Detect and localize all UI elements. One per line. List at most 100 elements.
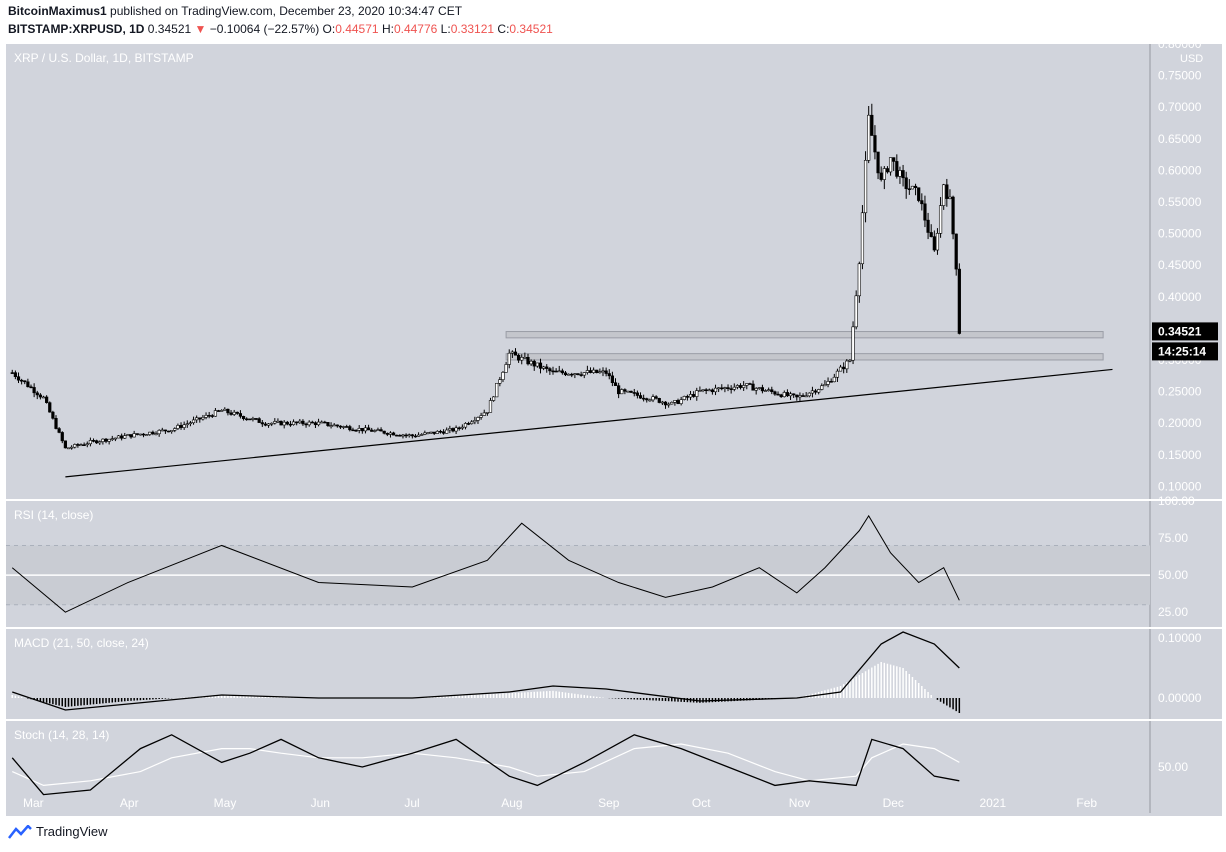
candle-body bbox=[870, 114, 874, 136]
candle-body bbox=[538, 362, 543, 369]
candle-body bbox=[307, 421, 311, 426]
price-tick-label: 0.60000 bbox=[1158, 163, 1202, 177]
candle-body bbox=[279, 420, 283, 426]
price-tick-label: 0.15000 bbox=[1158, 448, 1202, 462]
candle-body bbox=[867, 114, 871, 161]
candle-body bbox=[823, 384, 827, 387]
candle-body bbox=[66, 447, 71, 450]
candle-body bbox=[32, 387, 36, 394]
candle-body bbox=[298, 420, 302, 424]
publisher-line: BitcoinMaximus1 published on TradingView… bbox=[8, 4, 462, 18]
candle-body bbox=[413, 435, 418, 438]
pane-background bbox=[6, 721, 1150, 813]
candle-body bbox=[573, 373, 577, 375]
candle-body bbox=[788, 393, 793, 397]
candle-body bbox=[910, 185, 915, 190]
candle-body bbox=[166, 430, 171, 433]
candle-body bbox=[645, 398, 649, 401]
currency-label: USD bbox=[1180, 53, 1203, 65]
candle-body bbox=[63, 440, 67, 449]
candle-body bbox=[517, 354, 521, 361]
candle-body bbox=[804, 395, 808, 398]
candle-body bbox=[110, 438, 114, 440]
candle-body bbox=[73, 444, 77, 448]
candle-body bbox=[742, 385, 746, 388]
candle-body bbox=[373, 430, 377, 432]
candle-body bbox=[832, 376, 836, 383]
candle-body bbox=[182, 424, 186, 428]
candle-body bbox=[895, 161, 899, 177]
candle-body bbox=[635, 392, 639, 396]
candle-body bbox=[176, 425, 180, 429]
candle-body bbox=[448, 428, 452, 431]
candle-body bbox=[323, 421, 327, 424]
candle-body bbox=[885, 168, 890, 173]
candle-body bbox=[326, 422, 330, 426]
author-name[interactable]: BitcoinMaximus1 bbox=[8, 4, 107, 18]
candle-body bbox=[251, 418, 255, 420]
candle-body bbox=[654, 396, 658, 399]
candle-body bbox=[157, 430, 161, 435]
candle-body bbox=[23, 380, 27, 383]
candle-body bbox=[454, 427, 458, 432]
candle-body bbox=[951, 196, 955, 235]
candle-body bbox=[345, 426, 349, 428]
candle-body bbox=[135, 433, 139, 435]
ascending-trendline bbox=[65, 368, 1113, 478]
candle-body bbox=[873, 135, 877, 153]
open-value: 0.44571 bbox=[335, 22, 379, 36]
price-tick-label: 0.10000 bbox=[1158, 479, 1202, 493]
candle-body bbox=[435, 430, 439, 434]
symbol-info-line: BITSTAMP:XRPUSD, 1D 0.34521 ▼ −0.10064 (… bbox=[8, 22, 553, 36]
high-value: 0.44776 bbox=[393, 22, 438, 36]
candle-body bbox=[920, 200, 924, 205]
candle-body bbox=[360, 428, 364, 432]
candle-body bbox=[391, 432, 396, 436]
candle-body bbox=[913, 185, 918, 188]
candle-body bbox=[510, 351, 514, 354]
candle-body bbox=[38, 394, 42, 398]
candle-body bbox=[235, 411, 239, 414]
candle-body bbox=[170, 430, 174, 432]
candle-body bbox=[595, 369, 599, 374]
candle-body bbox=[460, 426, 464, 429]
candle-body bbox=[707, 389, 711, 392]
candle-body bbox=[426, 432, 430, 434]
tradingview-logo-icon bbox=[8, 824, 32, 839]
time-tick-label: Aug bbox=[501, 796, 522, 810]
time-tick-label: May bbox=[214, 796, 237, 810]
candle-body bbox=[520, 357, 524, 361]
high-label: H: bbox=[381, 22, 394, 36]
candle-body bbox=[185, 423, 189, 426]
candle-body bbox=[441, 431, 446, 434]
footer: TradingView bbox=[8, 824, 108, 839]
candle-body bbox=[116, 435, 121, 439]
candle-body bbox=[842, 366, 846, 370]
candle-body bbox=[923, 203, 927, 221]
candle-body bbox=[601, 370, 605, 373]
candle-body bbox=[329, 425, 333, 427]
candle-body bbox=[826, 381, 830, 385]
chart-canvas[interactable]: XRP / U.S. Dollar, 1D, BITSTAMP 0.10000 0.… bbox=[0, 42, 1226, 816]
tradingview-brand[interactable]: TradingView bbox=[36, 824, 108, 839]
candle-body bbox=[604, 370, 608, 374]
candle-body bbox=[113, 437, 117, 440]
candle-body bbox=[607, 373, 611, 377]
candle-body bbox=[807, 392, 811, 397]
price-axis-background bbox=[1150, 501, 1222, 627]
candle-body bbox=[917, 187, 921, 201]
candle-body bbox=[817, 389, 821, 393]
candle-body bbox=[945, 184, 949, 199]
candle-body bbox=[241, 416, 246, 420]
candle-body bbox=[820, 385, 824, 390]
time-tick-label: Oct bbox=[692, 796, 711, 810]
time-tick-label: Mar bbox=[23, 796, 44, 810]
candle-body bbox=[535, 362, 539, 367]
time-tick-label: Jun bbox=[311, 796, 330, 810]
candle-body bbox=[620, 389, 624, 395]
candle-body bbox=[35, 392, 39, 396]
candle-body bbox=[598, 371, 602, 374]
candle-body bbox=[60, 432, 64, 442]
candle-body bbox=[498, 379, 502, 384]
price-axis-background bbox=[1150, 44, 1222, 499]
